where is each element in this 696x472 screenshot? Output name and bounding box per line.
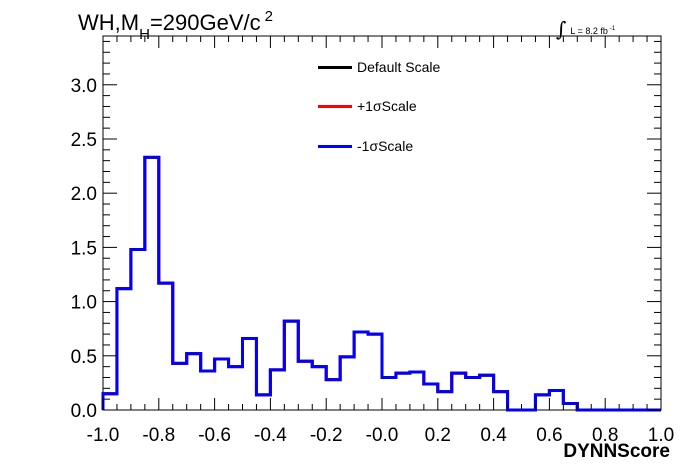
- legend-label: -1σScale: [357, 138, 414, 154]
- x-tick-label: -0.8: [142, 425, 175, 446]
- legend-item: +1σScale: [318, 97, 417, 115]
- y-tick-label: 2.5: [71, 130, 97, 151]
- luminosity-text: L = 8.2 fb: [570, 26, 608, 36]
- legend-swatch: [318, 65, 352, 69]
- y-tick-label: 1.5: [71, 238, 97, 259]
- x-axis-title: DYNNScore: [563, 441, 670, 462]
- chart-title-suffix: =290GeV/c: [149, 10, 261, 35]
- y-tick-label: 0.0: [71, 401, 97, 422]
- x-tick-label: -0.6: [198, 425, 231, 446]
- x-tick-label: -0.4: [254, 425, 287, 446]
- x-tick-label: -0.2: [310, 425, 343, 446]
- x-tick-label: -1.0: [87, 425, 120, 446]
- x-tick-label: 0.2: [425, 425, 451, 446]
- x-tick-label: 1.0: [648, 425, 674, 446]
- y-tick-label: 0.5: [71, 347, 97, 368]
- legend-swatch: [318, 144, 352, 148]
- series-line-2: [101, 155, 661, 412]
- x-tick-label: 0.6: [536, 425, 562, 446]
- legend-label: +1σScale: [357, 98, 417, 114]
- legend-item: Default Scale: [318, 58, 440, 76]
- legend-label: Default Scale: [357, 59, 441, 75]
- y-tick-label: 1.0: [71, 293, 97, 314]
- chart-title: WH,MH=290GeV/c 2: [78, 8, 273, 43]
- y-tick-label: 2.0: [71, 184, 97, 205]
- chart-title-subscript: H: [139, 26, 150, 43]
- chart-title-prefix: WH,M: [78, 10, 140, 35]
- legend-item: -1σScale: [318, 137, 413, 155]
- y-tick-label: 3.0: [71, 76, 97, 97]
- x-tick-label: 0.8: [592, 425, 618, 446]
- legend-swatch: [318, 104, 352, 108]
- x-tick-label: -0.0: [366, 425, 399, 446]
- luminosity-label: ∫ L = 8.2 fb -1: [556, 15, 616, 41]
- chart-title-superscript: 2: [264, 8, 273, 25]
- x-tick-label: 0.4: [480, 425, 507, 446]
- integral-symbol: ∫: [556, 17, 567, 41]
- luminosity-superscript: -1: [609, 26, 616, 32]
